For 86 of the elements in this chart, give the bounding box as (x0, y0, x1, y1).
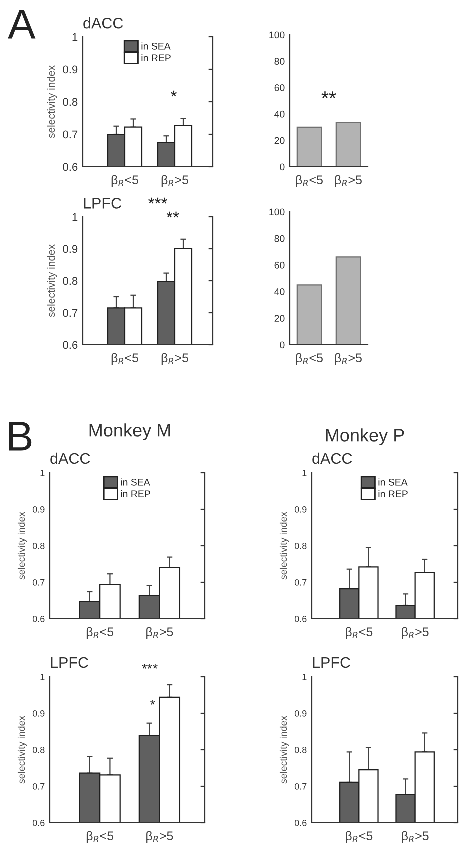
y-tick-label: 0.6 (63, 341, 78, 350)
y-tick-label: 0.9 (63, 245, 78, 254)
annotation: * (171, 90, 177, 97)
y-tick-label: 0.7 (294, 783, 307, 790)
chart-title: LPFC (51, 657, 88, 668)
y-axis-title: selectivity index (47, 66, 58, 138)
x-tick-label: β$_{R}$>5 (402, 831, 429, 843)
y-tick-label: 0 (280, 342, 285, 349)
y-tick-label: 0.8 (294, 746, 307, 754)
legend-label: in REP (378, 490, 408, 498)
x-tick-label: β$_{R}$>5 (335, 175, 362, 187)
x-tick-label: β$_{R}$>5 (146, 627, 174, 639)
y-tick-label: 0.8 (63, 98, 78, 106)
y-tick-label: 0.9 (294, 506, 307, 513)
y-tick-label: 0.9 (32, 506, 45, 513)
x-tick-label: β$_{R}$<5 (296, 353, 323, 365)
y-tick-label: 1 (40, 470, 45, 476)
legend-label: in REP (142, 54, 171, 62)
annotation: ** (166, 212, 180, 218)
y-tick-label: 0.8 (63, 277, 78, 286)
legend-label: in SEA (378, 478, 408, 486)
x-tick-label: β$_{R}$>5 (162, 353, 188, 365)
x-tick-label: β$_{R}$<5 (112, 353, 138, 365)
annotation: ** (322, 92, 336, 98)
x-tick-label: β$_{R}$>5 (146, 831, 174, 843)
y-axis-title: selectivity index (280, 512, 290, 580)
y-tick-label: 60 (274, 262, 285, 269)
y-tick-label: 40 (274, 288, 285, 296)
y-tick-label: 1 (72, 213, 78, 222)
x-tick-label: β$_{R}$<5 (346, 831, 373, 843)
y-tick-label: 0.8 (32, 746, 45, 754)
y-tick-label: 60 (274, 84, 285, 92)
y-tick-label: 0.6 (32, 616, 45, 622)
y-tick-label: 1 (40, 674, 45, 680)
y-tick-label: 80 (274, 58, 285, 66)
y-axis-title: selectivity index (18, 512, 28, 580)
y-tick-label: 100 (270, 208, 285, 216)
y-tick-label: 0.7 (294, 579, 307, 586)
chart-title: LPFC (84, 198, 122, 209)
y-tick-label: 0.9 (294, 710, 307, 717)
y-axis-title: selectivity index (18, 716, 28, 784)
x-tick-label: β$_{R}$>5 (402, 627, 429, 639)
chart-title: dACC (312, 452, 352, 464)
y-tick-label: 40 (274, 110, 285, 118)
legend-label: in SEA (121, 478, 150, 486)
y-tick-label: 0.9 (32, 710, 45, 717)
y-tick-label: 0.9 (63, 66, 78, 74)
legend-label: in SEA (142, 42, 171, 50)
chart-subtitle: Monkey P (326, 428, 404, 446)
text: A (8, 10, 36, 39)
y-tick-label: 1 (302, 674, 307, 680)
x-tick-label: β$_{R}$<5 (296, 175, 323, 187)
chart-subtitle: Monkey M (90, 424, 170, 440)
y-tick-label: 0.7 (63, 130, 78, 139)
x-tick-label: β$_{R}$>5 (162, 175, 188, 187)
x-tick-label: β$_{R}$>5 (335, 353, 362, 365)
y-tick-label: 0.6 (63, 163, 78, 172)
y-axis-title: selectivity index (47, 244, 58, 318)
x-tick-label: β$_{R}$<5 (112, 175, 138, 187)
y-tick-label: 20 (274, 137, 285, 144)
y-tick-label: 1 (302, 470, 307, 476)
y-tick-label: 80 (274, 235, 285, 242)
text: *** (148, 198, 168, 204)
x-tick-label: β$_{R}$<5 (346, 627, 373, 639)
y-tick-label: 0.7 (32, 579, 45, 586)
text: *** (142, 664, 158, 669)
chart-title: dACC (50, 452, 90, 464)
y-axis-title: selectivity index (280, 716, 290, 784)
x-tick-label: β$_{R}$<5 (86, 831, 114, 843)
y-tick-label: 1 (72, 33, 78, 42)
y-tick-label: 0.8 (32, 542, 45, 550)
y-tick-label: 100 (270, 32, 285, 39)
text: B (9, 422, 32, 451)
chart-title: LPFC (313, 657, 350, 668)
legend-label: in REP (121, 490, 150, 498)
chart-title: dACC (84, 18, 124, 29)
y-tick-label: 0.7 (32, 783, 45, 790)
y-tick-label: 0.6 (294, 820, 307, 826)
y-tick-label: 0.6 (32, 820, 45, 826)
y-tick-label: 0.8 (294, 542, 307, 550)
y-tick-label: 0 (280, 164, 285, 171)
y-tick-label: 0.6 (294, 616, 307, 622)
y-tick-label: 0.7 (63, 309, 78, 318)
annotation: * (150, 700, 156, 705)
x-tick-label: β$_{R}$<5 (86, 627, 114, 639)
y-tick-label: 20 (274, 315, 285, 322)
